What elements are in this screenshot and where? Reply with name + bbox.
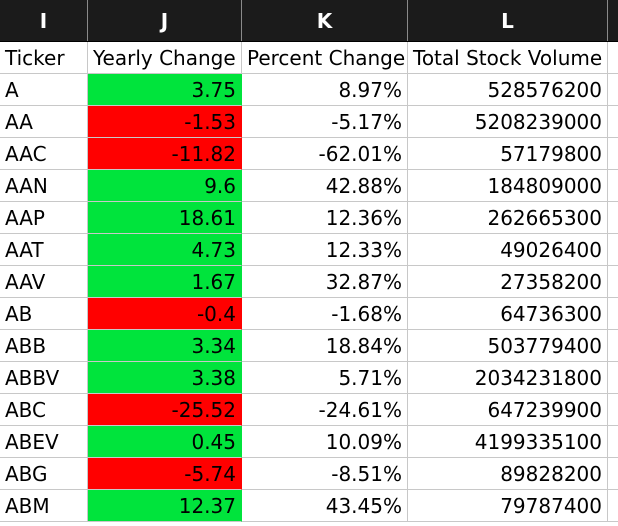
overflow-cell: [608, 362, 618, 394]
table-header-row: Ticker Yearly Change Percent Change Tota…: [0, 42, 618, 74]
yearly-change-cell[interactable]: 3.75: [88, 74, 242, 106]
total-volume-cell[interactable]: 262665300: [408, 202, 608, 234]
yearly-change-cell[interactable]: 12.37: [88, 490, 242, 522]
overflow-cell: [608, 170, 618, 202]
yearly-change-cell[interactable]: 3.34: [88, 330, 242, 362]
total-volume-cell[interactable]: 528576200: [408, 74, 608, 106]
header-cell-overflow: [608, 42, 618, 74]
total-volume-cell[interactable]: 4199335100: [408, 426, 608, 458]
ticker-cell[interactable]: ABM: [0, 490, 88, 522]
yearly-change-cell[interactable]: -25.52: [88, 394, 242, 426]
header-cell-percent-change[interactable]: Percent Change: [242, 42, 408, 74]
ticker-cell[interactable]: AAT: [0, 234, 88, 266]
yearly-change-cell[interactable]: 4.73: [88, 234, 242, 266]
total-volume-cell[interactable]: 89828200: [408, 458, 608, 490]
percent-change-cell[interactable]: 10.09%: [242, 426, 408, 458]
yearly-change-cell[interactable]: 18.61: [88, 202, 242, 234]
table-row: ABB 3.34 18.84% 503779400: [0, 330, 618, 362]
yearly-change-cell[interactable]: -1.53: [88, 106, 242, 138]
overflow-cell: [608, 330, 618, 362]
overflow-cell: [608, 74, 618, 106]
table-row: AAT 4.73 12.33% 49026400: [0, 234, 618, 266]
overflow-cell: [608, 266, 618, 298]
ticker-cell[interactable]: AB: [0, 298, 88, 330]
percent-change-cell[interactable]: 32.87%: [242, 266, 408, 298]
overflow-cell: [608, 234, 618, 266]
ticker-cell[interactable]: ABG: [0, 458, 88, 490]
column-header-overflow: [608, 0, 618, 41]
percent-change-cell[interactable]: 12.36%: [242, 202, 408, 234]
ticker-cell[interactable]: ABBV: [0, 362, 88, 394]
overflow-cell: [608, 298, 618, 330]
table-row: ABG -5.74 -8.51% 89828200: [0, 458, 618, 490]
ticker-cell[interactable]: AA: [0, 106, 88, 138]
overflow-cell: [608, 490, 618, 522]
ticker-cell[interactable]: AAP: [0, 202, 88, 234]
percent-change-cell[interactable]: -8.51%: [242, 458, 408, 490]
total-volume-cell[interactable]: 64736300: [408, 298, 608, 330]
sheet-grid: Ticker Yearly Change Percent Change Tota…: [0, 42, 618, 522]
yearly-change-cell[interactable]: -11.82: [88, 138, 242, 170]
percent-change-cell[interactable]: 12.33%: [242, 234, 408, 266]
overflow-cell: [608, 202, 618, 234]
percent-change-cell[interactable]: -5.17%: [242, 106, 408, 138]
table-row: AB -0.4 -1.68% 64736300: [0, 298, 618, 330]
yearly-change-cell[interactable]: 0.45: [88, 426, 242, 458]
total-volume-cell[interactable]: 79787400: [408, 490, 608, 522]
column-header-k[interactable]: K: [242, 0, 408, 41]
percent-change-cell[interactable]: 42.88%: [242, 170, 408, 202]
table-row: ABEV 0.45 10.09% 4199335100: [0, 426, 618, 458]
yearly-change-cell[interactable]: 3.38: [88, 362, 242, 394]
yearly-change-cell[interactable]: 1.67: [88, 266, 242, 298]
header-cell-yearly-change[interactable]: Yearly Change: [88, 42, 242, 74]
total-volume-cell[interactable]: 49026400: [408, 234, 608, 266]
total-volume-cell[interactable]: 5208239000: [408, 106, 608, 138]
column-header-bar: I J K L: [0, 0, 618, 42]
table-row: AAN 9.6 42.88% 184809000: [0, 170, 618, 202]
column-header-l[interactable]: L: [408, 0, 608, 41]
header-cell-total-stock-volume[interactable]: Total Stock Volume: [408, 42, 608, 74]
table-row: ABM 12.37 43.45% 79787400: [0, 490, 618, 522]
yearly-change-cell[interactable]: -5.74: [88, 458, 242, 490]
ticker-cell[interactable]: ABB: [0, 330, 88, 362]
percent-change-cell[interactable]: -24.61%: [242, 394, 408, 426]
overflow-cell: [608, 426, 618, 458]
yearly-change-cell[interactable]: -0.4: [88, 298, 242, 330]
ticker-cell[interactable]: ABEV: [0, 426, 88, 458]
table-row: ABBV 3.38 5.71% 2034231800: [0, 362, 618, 394]
ticker-cell[interactable]: AAV: [0, 266, 88, 298]
percent-change-cell[interactable]: -1.68%: [242, 298, 408, 330]
total-volume-cell[interactable]: 57179800: [408, 138, 608, 170]
ticker-cell[interactable]: AAN: [0, 170, 88, 202]
column-header-j[interactable]: J: [88, 0, 242, 41]
header-cell-ticker[interactable]: Ticker: [0, 42, 88, 74]
column-header-i[interactable]: I: [0, 0, 88, 41]
total-volume-cell[interactable]: 647239900: [408, 394, 608, 426]
total-volume-cell[interactable]: 503779400: [408, 330, 608, 362]
ticker-cell[interactable]: ABC: [0, 394, 88, 426]
table-row: AAV 1.67 32.87% 27358200: [0, 266, 618, 298]
overflow-cell: [608, 106, 618, 138]
overflow-cell: [608, 394, 618, 426]
table-row: AA -1.53 -5.17% 5208239000: [0, 106, 618, 138]
total-volume-cell[interactable]: 184809000: [408, 170, 608, 202]
ticker-cell[interactable]: A: [0, 74, 88, 106]
percent-change-cell[interactable]: -62.01%: [242, 138, 408, 170]
table-row: AAC -11.82 -62.01% 57179800: [0, 138, 618, 170]
table-row: AAP 18.61 12.36% 262665300: [0, 202, 618, 234]
overflow-cell: [608, 138, 618, 170]
percent-change-cell[interactable]: 5.71%: [242, 362, 408, 394]
percent-change-cell[interactable]: 18.84%: [242, 330, 408, 362]
percent-change-cell[interactable]: 8.97%: [242, 74, 408, 106]
total-volume-cell[interactable]: 27358200: [408, 266, 608, 298]
total-volume-cell[interactable]: 2034231800: [408, 362, 608, 394]
table-row: ABC -25.52 -24.61% 647239900: [0, 394, 618, 426]
table-row: A 3.75 8.97% 528576200: [0, 74, 618, 106]
overflow-cell: [608, 458, 618, 490]
ticker-cell[interactable]: AAC: [0, 138, 88, 170]
percent-change-cell[interactable]: 43.45%: [242, 490, 408, 522]
yearly-change-cell[interactable]: 9.6: [88, 170, 242, 202]
